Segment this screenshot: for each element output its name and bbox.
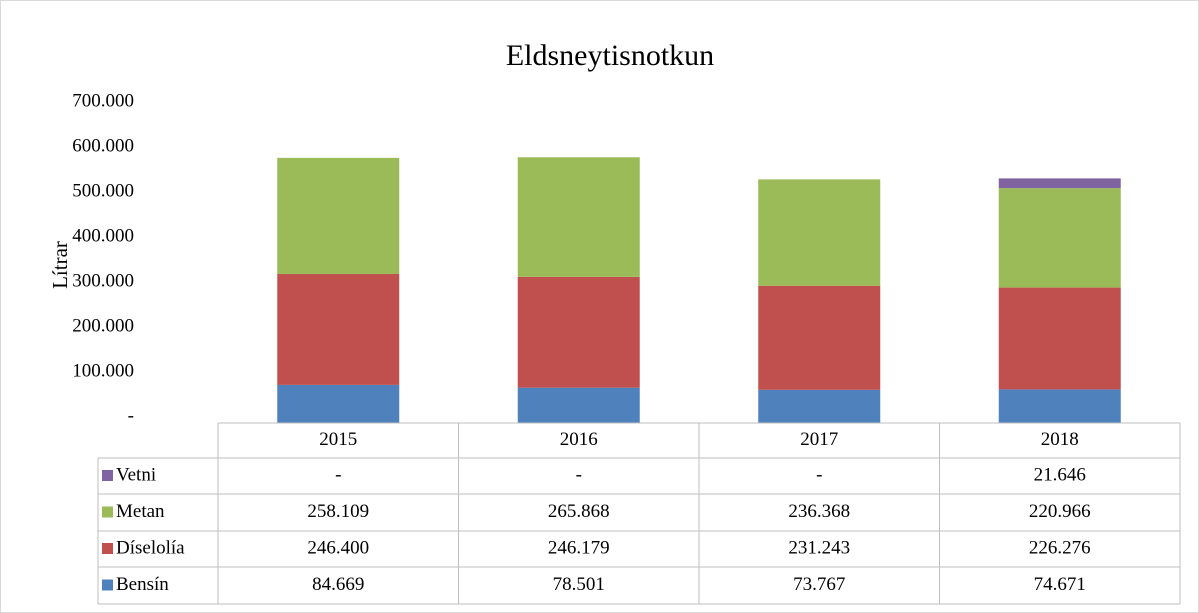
legend-swatch <box>102 506 113 518</box>
y-tick-label: 200.000 <box>72 315 134 336</box>
y-tick-label: 500.000 <box>72 180 134 201</box>
bar-segment <box>277 157 400 275</box>
table-value: 78.501 <box>553 574 605 595</box>
legend-label: Vetni <box>116 464 156 485</box>
legend-label: Díselolía <box>116 537 185 558</box>
chart-title: Eldsneytisnotkun <box>506 39 714 72</box>
legend-label: Metan <box>116 501 165 522</box>
legend-swatch <box>102 579 113 591</box>
bar-segment <box>517 157 640 277</box>
table-value: 246.400 <box>307 537 369 558</box>
y-tick-label: 600.000 <box>72 135 134 156</box>
table-value: 226.276 <box>1029 537 1091 558</box>
bar-segment <box>998 287 1121 390</box>
bar-segment <box>998 188 1121 288</box>
table-value: 21.646 <box>1034 464 1086 485</box>
x-tick-label: 2015 <box>319 429 357 450</box>
bar-segment <box>998 389 1121 423</box>
bar-segment <box>758 179 881 286</box>
table-value: 84.669 <box>312 574 364 595</box>
x-tick-label: 2017 <box>800 429 838 450</box>
x-tick-label: 2016 <box>560 429 598 450</box>
table-value: - <box>576 464 582 485</box>
bar-segment <box>277 274 400 385</box>
bar-segment <box>758 285 881 390</box>
bar-segment <box>517 276 640 388</box>
bar-segment <box>998 178 1121 189</box>
x-tick-label: 2018 <box>1041 429 1079 450</box>
table-value: - <box>816 464 822 485</box>
bar-segment <box>277 384 400 423</box>
table-value: 258.109 <box>307 501 369 522</box>
table-value: - <box>335 464 341 485</box>
table-value: 231.243 <box>788 537 850 558</box>
table-value: 265.868 <box>548 501 610 522</box>
bar-segment <box>758 389 881 423</box>
y-tick-label: - <box>128 405 134 426</box>
y-tick-label: 700.000 <box>72 90 134 111</box>
table-value: 220.966 <box>1029 501 1091 522</box>
table-value: 236.368 <box>788 501 850 522</box>
legend-swatch <box>102 470 113 481</box>
bar-segment <box>517 387 640 423</box>
table-value: 73.767 <box>793 574 845 595</box>
legend-swatch <box>102 543 113 554</box>
table-value: 246.179 <box>548 537 610 558</box>
legend-label: Bensín <box>116 574 169 595</box>
y-tick-label: 300.000 <box>72 270 134 291</box>
y-axis-label: Lítrar <box>48 241 72 289</box>
y-tick-label: 400.000 <box>72 225 134 246</box>
y-tick-label: 100.000 <box>72 360 134 381</box>
table-value: 74.671 <box>1034 574 1086 595</box>
